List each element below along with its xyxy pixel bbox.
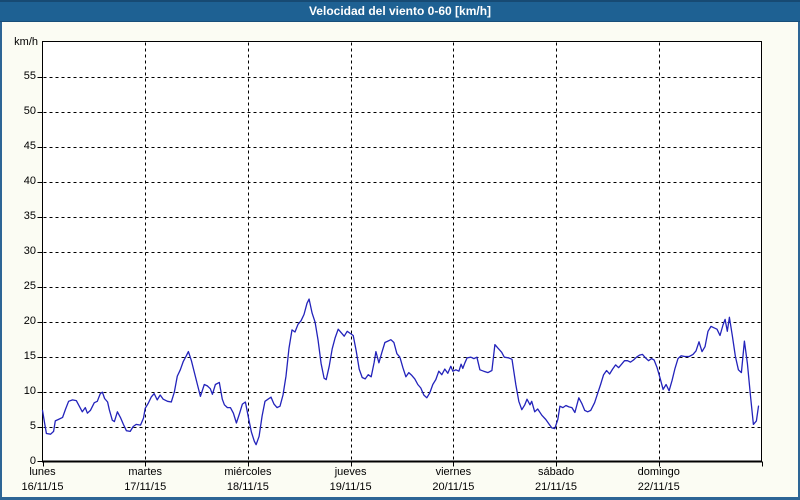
y-tick-label: 40: [2, 175, 36, 187]
day-name: martes: [97, 465, 193, 480]
day-name: domingo: [611, 465, 707, 480]
x-day-label: sábado21/11/15: [508, 465, 604, 495]
day-name: sábado: [508, 465, 604, 480]
day-date: 20/11/15: [405, 480, 501, 495]
x-day-label: lunes16/11/15: [0, 465, 91, 495]
x-day-label: jueves19/11/15: [303, 465, 399, 495]
x-day-label: martes17/11/15: [97, 465, 193, 495]
y-tick-label: 10: [2, 385, 36, 397]
day-name: miércoles: [200, 465, 296, 480]
day-date: 21/11/15: [508, 480, 604, 495]
y-tick-label: 15: [2, 350, 36, 362]
x-day-label: domingo22/11/15: [611, 465, 707, 495]
day-date: 16/11/15: [0, 480, 91, 495]
chart-title: Velocidad del viento 0-60 [km/h]: [309, 2, 491, 21]
y-tick-label: 55: [2, 70, 36, 82]
y-tick-label: 5: [2, 420, 36, 432]
day-date: 19/11/15: [303, 480, 399, 495]
day-date: 17/11/15: [97, 480, 193, 495]
day-date: 22/11/15: [611, 480, 707, 495]
y-tick-label: 20: [2, 315, 36, 327]
y-tick-label: 35: [2, 210, 36, 222]
x-day-label: miércoles18/11/15: [200, 465, 296, 495]
day-name: viernes: [405, 465, 501, 480]
y-tick-label: 45: [2, 140, 36, 152]
y-tick-label: 30: [2, 245, 36, 257]
day-date: 18/11/15: [200, 480, 296, 495]
x-day-label: viernes20/11/15: [405, 465, 501, 495]
y-tick-label: 25: [2, 280, 36, 292]
day-name: jueves: [303, 465, 399, 480]
wind-speed-chart: [2, 22, 800, 500]
title-bar: Velocidad del viento 0-60 [km/h]: [0, 0, 800, 22]
y-tick-label: 50: [2, 105, 36, 117]
day-name: lunes: [0, 465, 91, 480]
chart-window: Velocidad del viento 0-60 [km/h] km/h 05…: [0, 0, 800, 500]
